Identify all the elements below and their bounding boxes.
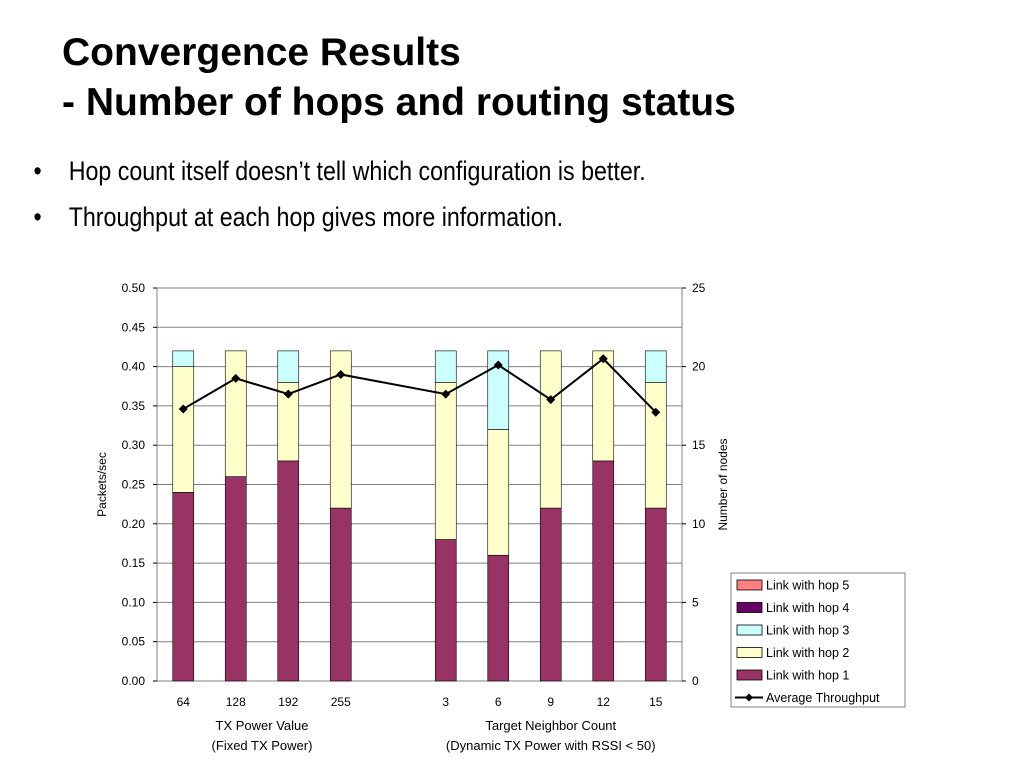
bullet-item: • Throughput at each hop gives more infor… — [30, 194, 646, 240]
slide-title-line-2: - Number of hops and routing status — [62, 81, 736, 124]
legend-label: Link with hop 5 — [766, 579, 849, 593]
y2-tick-label: 20 — [692, 360, 706, 374]
throughput-marker — [441, 389, 451, 399]
slide-title: Convergence Results - Number of hops and… — [62, 28, 736, 128]
bar-segment — [434, 382, 457, 540]
bar-segment — [329, 350, 352, 509]
throughput-marker — [178, 404, 188, 414]
bar-segment — [644, 382, 667, 509]
y-tick-label: 0.00 — [122, 674, 146, 688]
bar-segment — [172, 492, 195, 682]
bullet-marker: • — [33, 202, 42, 232]
y-tick-label: 0.30 — [122, 438, 146, 452]
y2-tick-label: 5 — [692, 595, 699, 609]
legend-label: Link with hop 4 — [766, 601, 849, 615]
x-tick-label: 6 — [495, 695, 502, 709]
group-label: Target Neighbor Count — [485, 718, 616, 733]
legend-swatch — [736, 624, 763, 636]
legend-label: Link with hop 3 — [766, 624, 849, 638]
legend-swatch — [736, 647, 763, 658]
x-tick-label: 192 — [278, 695, 298, 709]
x-tick-label: 128 — [226, 695, 246, 709]
y-tick-label: 0.35 — [122, 399, 146, 413]
y-tick-label: 0.20 — [122, 517, 146, 531]
x-tick-label: 64 — [177, 695, 191, 709]
bar-segment — [539, 350, 562, 509]
bar-segment — [592, 460, 615, 682]
x-tick-label: 9 — [547, 695, 554, 709]
throughput-marker — [283, 389, 293, 399]
y-tick-label: 0.15 — [122, 556, 146, 570]
group-sublabel: (Dynamic TX Power with RSSI < 50) — [446, 738, 656, 753]
legend-label: Average Throughput — [766, 691, 880, 705]
y-axis-title: Packets/sec — [95, 452, 109, 517]
bar-segment — [487, 429, 510, 556]
legend-swatch — [736, 579, 763, 591]
y2-tick-label: 25 — [692, 281, 706, 295]
throughput-marker — [598, 354, 608, 364]
y-tick-label: 0.40 — [122, 360, 146, 374]
slide-title-line-1: Convergence Results — [62, 31, 461, 74]
x-tick-label: 3 — [442, 695, 449, 709]
bar-segment — [172, 366, 195, 493]
legend-marker — [745, 693, 753, 702]
y-tick-label: 0.50 — [122, 281, 146, 295]
group-label: TX Power Value — [216, 718, 309, 733]
y2-axis-title: Number of nodes — [716, 438, 730, 530]
y-tick-label: 0.25 — [122, 478, 146, 492]
throughput-marker — [336, 369, 346, 379]
bullet-text: Throughput at each hop gives more inform… — [68, 202, 564, 232]
bar-segment — [434, 350, 457, 383]
y-tick-label: 0.05 — [122, 635, 146, 649]
bar-segment — [277, 350, 300, 383]
x-tick-label: 15 — [649, 695, 663, 709]
bar-segment — [592, 350, 615, 462]
legend-swatch — [736, 669, 763, 681]
y2-tick-label: 0 — [692, 674, 699, 688]
throughput-marker — [493, 360, 503, 370]
bar-segment — [434, 539, 457, 682]
bar-segment — [487, 554, 510, 682]
bar-segment — [277, 460, 300, 682]
legend-swatch — [736, 602, 763, 613]
x-tick-label: 12 — [597, 695, 611, 709]
y-tick-label: 0.10 — [122, 595, 146, 609]
throughput-marker — [231, 373, 241, 383]
bar-segment — [539, 507, 562, 682]
bar-segment — [329, 507, 352, 682]
bullet-marker: • — [33, 156, 42, 186]
bar-segment — [644, 507, 667, 682]
bullet-item: • Hop count itself doesn’t tell which con… — [30, 148, 646, 194]
y2-tick-label: 10 — [692, 517, 706, 531]
x-tick-label: 255 — [331, 695, 351, 709]
y-tick-label: 0.45 — [122, 320, 146, 334]
y2-tick-label: 15 — [692, 438, 706, 452]
bar-segment — [172, 350, 195, 367]
throughput-marker — [651, 407, 661, 417]
bar-segment — [487, 350, 510, 430]
bar-segment — [224, 350, 247, 477]
legend-label: Link with hop 2 — [766, 646, 849, 660]
group-sublabel: (Fixed TX Power) — [212, 738, 313, 753]
throughput-marker — [546, 395, 556, 405]
bullet-list: • Hop count itself doesn’t tell which con… — [30, 148, 746, 240]
bar-segment — [644, 350, 667, 383]
legend-label: Link with hop 1 — [766, 669, 849, 683]
bullet-text: Hop count itself doesn’t tell which conf… — [68, 156, 646, 186]
legend-box — [730, 572, 906, 708]
bar-segment — [224, 476, 247, 682]
